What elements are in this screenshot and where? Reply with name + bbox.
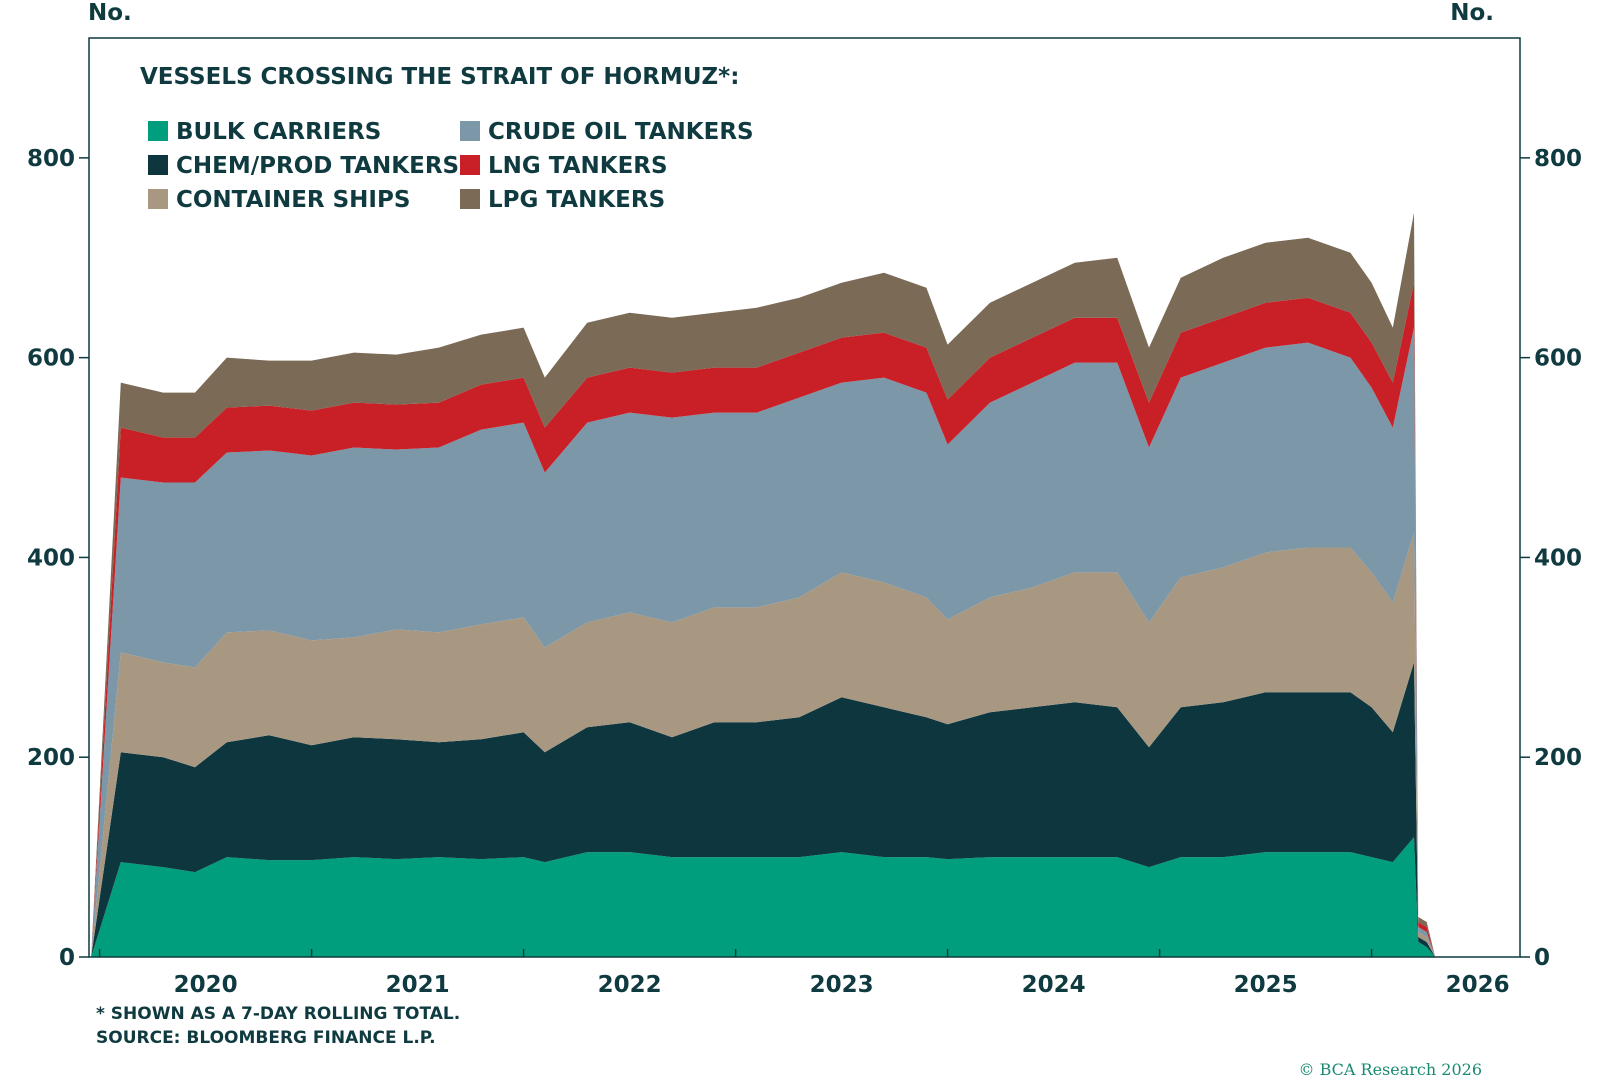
y-tick-label-left: 200 (27, 745, 75, 771)
x-tick-label: 2026 (1446, 972, 1510, 998)
x-tick-label: 2020 (174, 972, 238, 998)
y-tick-label-left: 600 (27, 346, 75, 372)
chart-title: VESSELS CROSSING THE STRAIT OF HORMUZ*: (140, 64, 740, 90)
y-unit-right: No. (1450, 0, 1494, 26)
y-tick-label-right: 200 (1534, 745, 1582, 771)
area-crude-oil-tankers (91, 327, 1436, 957)
area-container-ships (91, 532, 1436, 957)
y-tick-label-left: 0 (59, 945, 75, 971)
legend-item-chem-prod-tankers: CHEM/PROD TANKERS (148, 151, 459, 181)
y-tick-label-right: 400 (1534, 545, 1582, 571)
legend-item-crude-oil-tankers: CRUDE OIL TANKERS (460, 117, 754, 147)
x-tick-label: 2023 (810, 972, 874, 998)
legend-swatch (148, 121, 168, 141)
legend-label: CHEM/PROD TANKERS (176, 153, 460, 179)
area-lpg-tankers (91, 212, 1436, 957)
x-tick-label: 2024 (1022, 972, 1086, 998)
legend-label: BULK CARRIERS (176, 119, 382, 145)
footnote-source: SOURCE: BLOOMBERG FINANCE L.P. (96, 1028, 436, 1048)
y-tick-label-left: 800 (27, 146, 75, 172)
legend-label: CRUDE OIL TANKERS (488, 119, 754, 145)
plot-frame (88, 37, 1521, 958)
x-axis: 2020 2021 2022 2023 2024 2025 2026 (98, 949, 1510, 998)
x-tick-label: 2025 (1234, 972, 1298, 998)
legend-item-lpg-tankers: LPG TANKERS (460, 185, 665, 215)
area-bulk-carriers (91, 837, 1436, 957)
legend-swatch (148, 155, 168, 175)
legend-swatch (460, 155, 480, 175)
legend-swatch (148, 189, 168, 209)
y-tick-label-right: 600 (1534, 346, 1582, 372)
legend-item-container-ships: CONTAINER SHIPS (148, 185, 410, 215)
y-axis: 0 0 200 200 400 400 600 600 800 800 (27, 146, 1582, 971)
footnotes: * SHOWN AS A 7-DAY ROLLING TOTAL. SOURCE… (96, 1002, 460, 1050)
x-tick-label: 2022 (598, 972, 662, 998)
area-chem-prod-tankers (91, 662, 1436, 957)
y-tick-label-right: 0 (1534, 945, 1550, 971)
legend-item-bulk-carriers: BULK CARRIERS (148, 117, 381, 147)
legend-label: LNG TANKERS (488, 153, 668, 179)
y-tick-label-left: 400 (27, 545, 75, 571)
legend-item-lng-tankers: LNG TANKERS (460, 151, 668, 181)
y-unit-left: No. (88, 0, 132, 26)
copyright: © BCA Research 2026 (1298, 1060, 1482, 1079)
footnote-note: * SHOWN AS A 7-DAY ROLLING TOTAL. (96, 1004, 461, 1024)
x-tick-label: 2021 (386, 972, 450, 998)
legend-label: CONTAINER SHIPS (176, 187, 411, 213)
stacked-areas (91, 212, 1436, 957)
y-tick-label-right: 800 (1534, 146, 1582, 172)
legend-swatch (460, 121, 480, 141)
legend-swatch (460, 189, 480, 209)
legend-label: LPG TANKERS (488, 187, 666, 213)
